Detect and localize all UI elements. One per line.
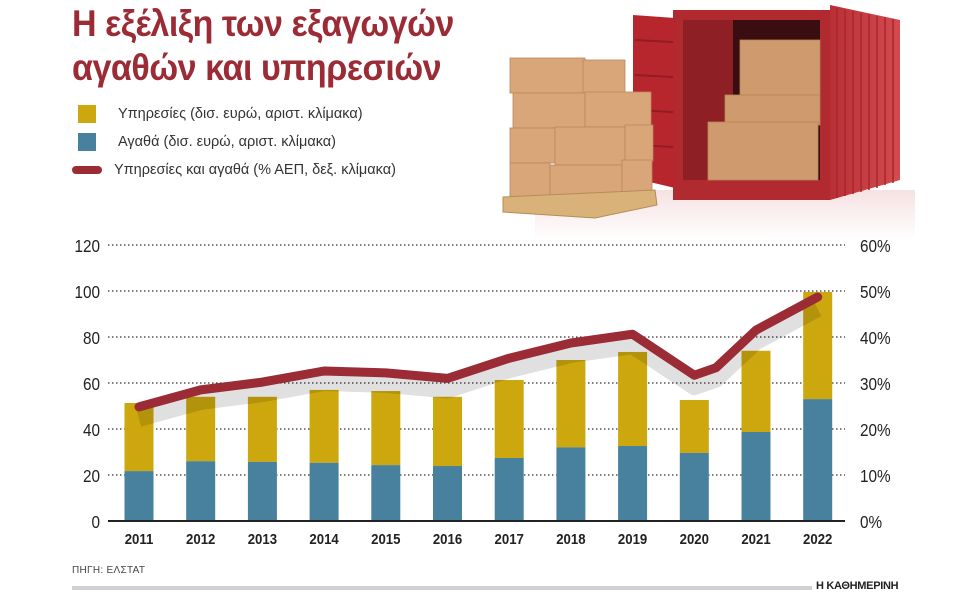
bar-services (247, 396, 277, 462)
right-axis-tick: 60% (860, 236, 891, 256)
legend: Υπηρεσίες (δισ. ευρώ, αριστ. κλίμακα) Αγ… (72, 100, 396, 184)
right-axis-tick: 40% (860, 328, 891, 348)
left-axis-tick: 80 (83, 328, 100, 348)
goods-swatch-icon (78, 133, 96, 151)
bar-goods (124, 471, 154, 521)
x-axis-label: 2022 (803, 530, 832, 547)
left-axis-tick: 100 (74, 282, 100, 302)
services-swatch-icon (78, 105, 96, 123)
bar-services (741, 350, 771, 432)
x-axis-label: 2021 (741, 530, 770, 547)
x-axis-label: 2011 (125, 530, 154, 547)
left-axis-tick: 60 (83, 374, 100, 394)
legend-item-goods: Αγαθά (δισ. ευρώ, αριστ. κλίμακα) (72, 128, 396, 156)
x-axis-label: 2015 (371, 530, 400, 547)
right-axis-tick: 30% (860, 374, 891, 394)
right-axis-tick: 0% (860, 512, 882, 532)
bar-goods (186, 461, 216, 521)
x-axis-label: 2020 (680, 530, 709, 547)
legend-label-gdp: Υπηρεσίες και αγαθά (% ΑΕΠ, δεξ. κλίμακα… (114, 162, 396, 178)
bar-services (309, 389, 339, 463)
chart-title-line1: Η εξέλιξη των εξαγωγών (72, 3, 454, 44)
bar-services (186, 396, 216, 462)
x-axis-label: 2013 (248, 530, 277, 547)
bar-goods (309, 462, 339, 521)
line-swatch-icon (72, 166, 102, 174)
x-axis-label: 2018 (556, 530, 585, 547)
chart-title: Η εξέλιξη των εξαγωγών αγαθών και υπηρεσ… (72, 2, 454, 90)
bar-goods (247, 461, 277, 521)
x-axis-label: 2017 (495, 530, 524, 547)
bar-goods (679, 452, 709, 521)
bar-services (433, 396, 462, 467)
right-axis-tick: 20% (860, 420, 891, 440)
legend-label-services: Υπηρεσίες (δισ. ευρώ, αριστ. κλίμακα) (118, 106, 363, 122)
bar-goods (494, 457, 524, 521)
line-gdp-share (134, 292, 823, 412)
shipping-container-illustration (502, 5, 915, 240)
footer-divider (72, 586, 812, 590)
bar-services (556, 360, 586, 448)
bar-goods (371, 465, 401, 521)
bar-services (494, 380, 524, 458)
chart-title-line2: αγαθών και υπηρεσιών (72, 47, 442, 88)
bar-goods (618, 446, 648, 521)
bar-goods (803, 399, 833, 521)
left-axis-tick: 120 (74, 236, 100, 256)
legend-item-services: Υπηρεσίες (δισ. ευρώ, αριστ. κλίμακα) (72, 100, 396, 128)
publisher-logo: Η ΚΑΘΗΜΕΡΙΝΗ (816, 580, 899, 592)
legend-label-goods: Αγαθά (δισ. ευρώ, αριστ. κλίμακα) (118, 134, 336, 150)
legend-item-gdp-line: Υπηρεσίες και αγαθά (% ΑΕΠ, δεξ. κλίμακα… (72, 156, 396, 184)
bar-services (618, 351, 648, 447)
left-axis-tick: 0 (91, 512, 100, 532)
bar-goods (433, 466, 462, 521)
line-shadow (136, 301, 822, 427)
source-note: ΠΗΓΗ: ΕΛΣΤΑΤ (72, 565, 146, 576)
bar-goods (741, 431, 771, 521)
bar-services (124, 403, 154, 472)
left-axis-tick: 20 (83, 466, 100, 486)
right-axis-tick: 10% (860, 466, 891, 486)
left-axis-tick: 40 (83, 420, 100, 440)
bar-goods (556, 447, 586, 521)
bar-services (679, 400, 709, 453)
bar-services (371, 391, 401, 466)
x-axis-label: 2016 (433, 530, 462, 547)
bar-services (803, 291, 833, 400)
x-axis-label: 2019 (618, 530, 647, 547)
x-axis-label: 2012 (186, 530, 215, 547)
x-axis-label: 2014 (309, 530, 338, 547)
right-axis-tick: 50% (860, 282, 891, 302)
